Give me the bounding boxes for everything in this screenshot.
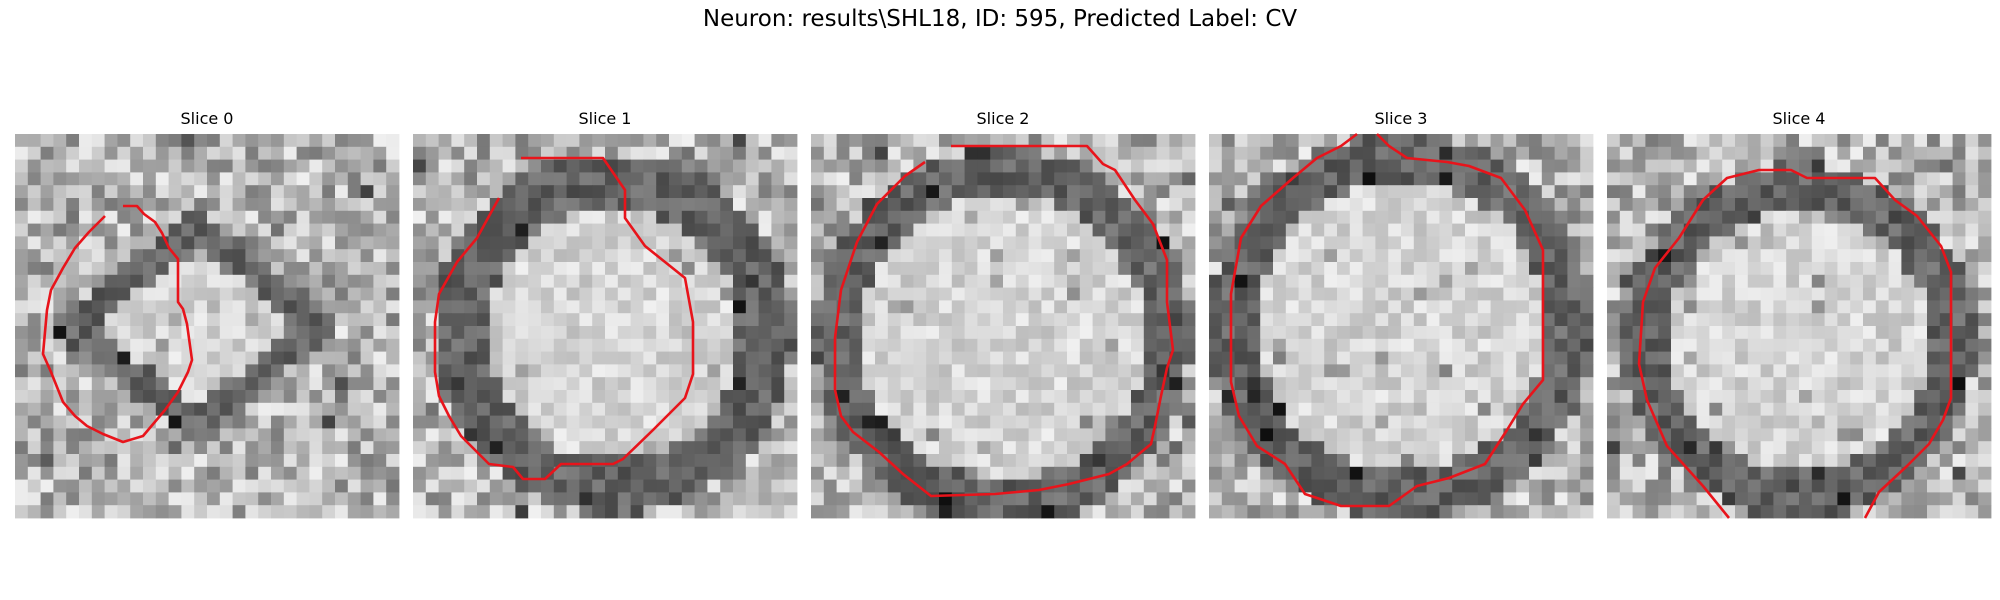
contour-line: [1637, 168, 1953, 519]
slice-title: Slice 0: [180, 109, 234, 128]
slice-image: [15, 134, 400, 519]
contour-line: [1229, 132, 1545, 508]
slice-title: Slice 4: [1772, 109, 1826, 128]
slice-panel: Slice 4: [1607, 108, 1992, 519]
slice-panel: Slice 0: [15, 108, 400, 519]
slice-panel: Slice 2: [811, 108, 1196, 519]
slice-image: [413, 134, 798, 519]
slice-title: Slice 3: [1374, 109, 1428, 128]
pixel-grid: [15, 134, 400, 519]
contour-line: [833, 144, 1175, 498]
contour-line: [41, 204, 194, 444]
contour-line: [433, 156, 695, 481]
figure-title: Neuron: results\SHL18, ID: 595, Predicte…: [702, 6, 1298, 32]
slice-title: Slice 1: [578, 109, 632, 128]
slice-panel: Slice 1: [413, 108, 798, 519]
slice-image: [1209, 132, 1594, 519]
pixel-grid: [811, 134, 1196, 519]
pixel-grid: [1209, 134, 1594, 519]
slice-image: [811, 134, 1196, 519]
slice-image: [1607, 134, 1992, 519]
pixel-grid: [1607, 134, 1992, 519]
slice-panel: Slice 3: [1209, 108, 1594, 519]
slice-title: Slice 2: [976, 109, 1030, 128]
pixel-grid: [413, 134, 798, 519]
